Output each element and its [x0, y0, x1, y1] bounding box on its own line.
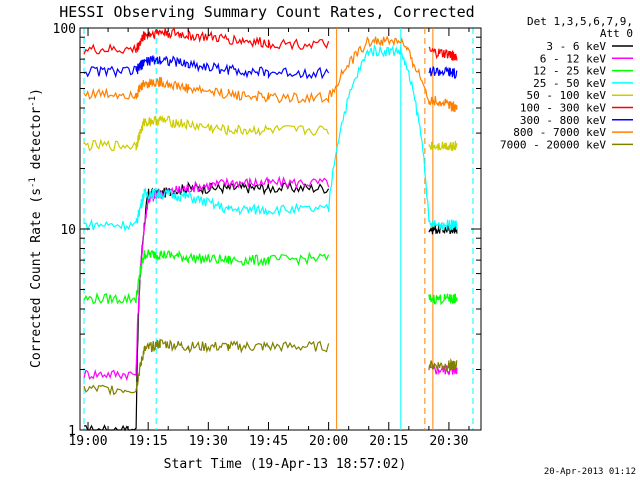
y-tick-label-0: 1: [68, 424, 76, 439]
x-tick-label-1: 19:15: [129, 434, 168, 449]
x-tick-label-2: 19:30: [189, 434, 228, 449]
series-line-8-1: [428, 357, 458, 372]
x-tick-label-0: 19:00: [68, 434, 107, 449]
y-axis-label-main: Corrected Count Rate (s: [29, 188, 44, 368]
chart-title: HESSI Observing Summary Count Rates, Cor…: [59, 3, 474, 21]
series-line-8-0: [83, 338, 330, 396]
legend-label-8: 7000 - 20000 keV: [500, 138, 606, 151]
series-line-4-1: [428, 140, 458, 151]
series-line-4-0: [83, 114, 330, 152]
legend-label-2: 12 - 25 keV: [533, 65, 606, 78]
x-axis-ticks: 19:00 19:15 19:30 19:45 20:00 20:15 20:30: [68, 28, 470, 449]
x-tick-label-3: 19:45: [249, 434, 288, 449]
y-axis-label-mid: detector: [29, 107, 44, 178]
legend-label-3: 25 - 50 keV: [533, 77, 606, 90]
series-line-1-1: [428, 363, 458, 376]
x-tick-label-4: 20:00: [309, 434, 348, 449]
series-line-1-0: [83, 175, 330, 382]
plot-area: 1 10 100 19:00 19:15 19:30 19:45 20:00 20:15 20:…: [53, 22, 482, 449]
y-tick-label-2: 100: [53, 22, 76, 37]
x-tick-label-6: 20:30: [429, 434, 468, 449]
footer-timestamp: 20-Apr-2013 01:12: [544, 467, 636, 477]
series-line-2-1: [428, 293, 458, 306]
detector-note-line-2: Att 0: [600, 27, 633, 40]
series-line-6-0: [83, 55, 330, 80]
legend-label-1: 6 - 12 keV: [540, 52, 607, 65]
series-line-2-0: [83, 249, 330, 305]
series-group: [83, 27, 458, 432]
legend-label-4: 50 - 100 keV: [527, 89, 607, 102]
y-axis-label-sup-2: -1: [28, 96, 38, 107]
y-axis-ticks: 1 10 100: [53, 22, 481, 439]
legend-label-5: 100 - 300 keV: [520, 102, 606, 115]
legend-label-6: 300 - 800 keV: [520, 114, 606, 127]
series-line-7-0: [83, 35, 458, 113]
legend-label-7: 800 - 7000 keV: [513, 126, 606, 139]
x-axis-label: Start Time (19-Apr-13 18:57:02): [164, 457, 407, 472]
y-axis-label-end: ): [29, 88, 44, 96]
legend-label-0: 3 - 6 keV: [546, 40, 606, 53]
series-line-0-0: [83, 181, 330, 432]
series-line-5-1: [428, 46, 458, 61]
y-tick-label-1: 10: [60, 223, 76, 238]
series-line-3-0: [83, 43, 458, 232]
y-axis-label-sup-1: -1: [28, 177, 38, 188]
series-line-6-1: [428, 65, 458, 80]
y-axis-label: Corrected Count Rate (s-1 detector-1): [28, 88, 44, 368]
detector-note-line-1: Det 1,3,5,6,7,9,: [527, 15, 633, 28]
series-line-5-0: [83, 27, 330, 55]
x-tick-label-5: 20:15: [369, 434, 408, 449]
